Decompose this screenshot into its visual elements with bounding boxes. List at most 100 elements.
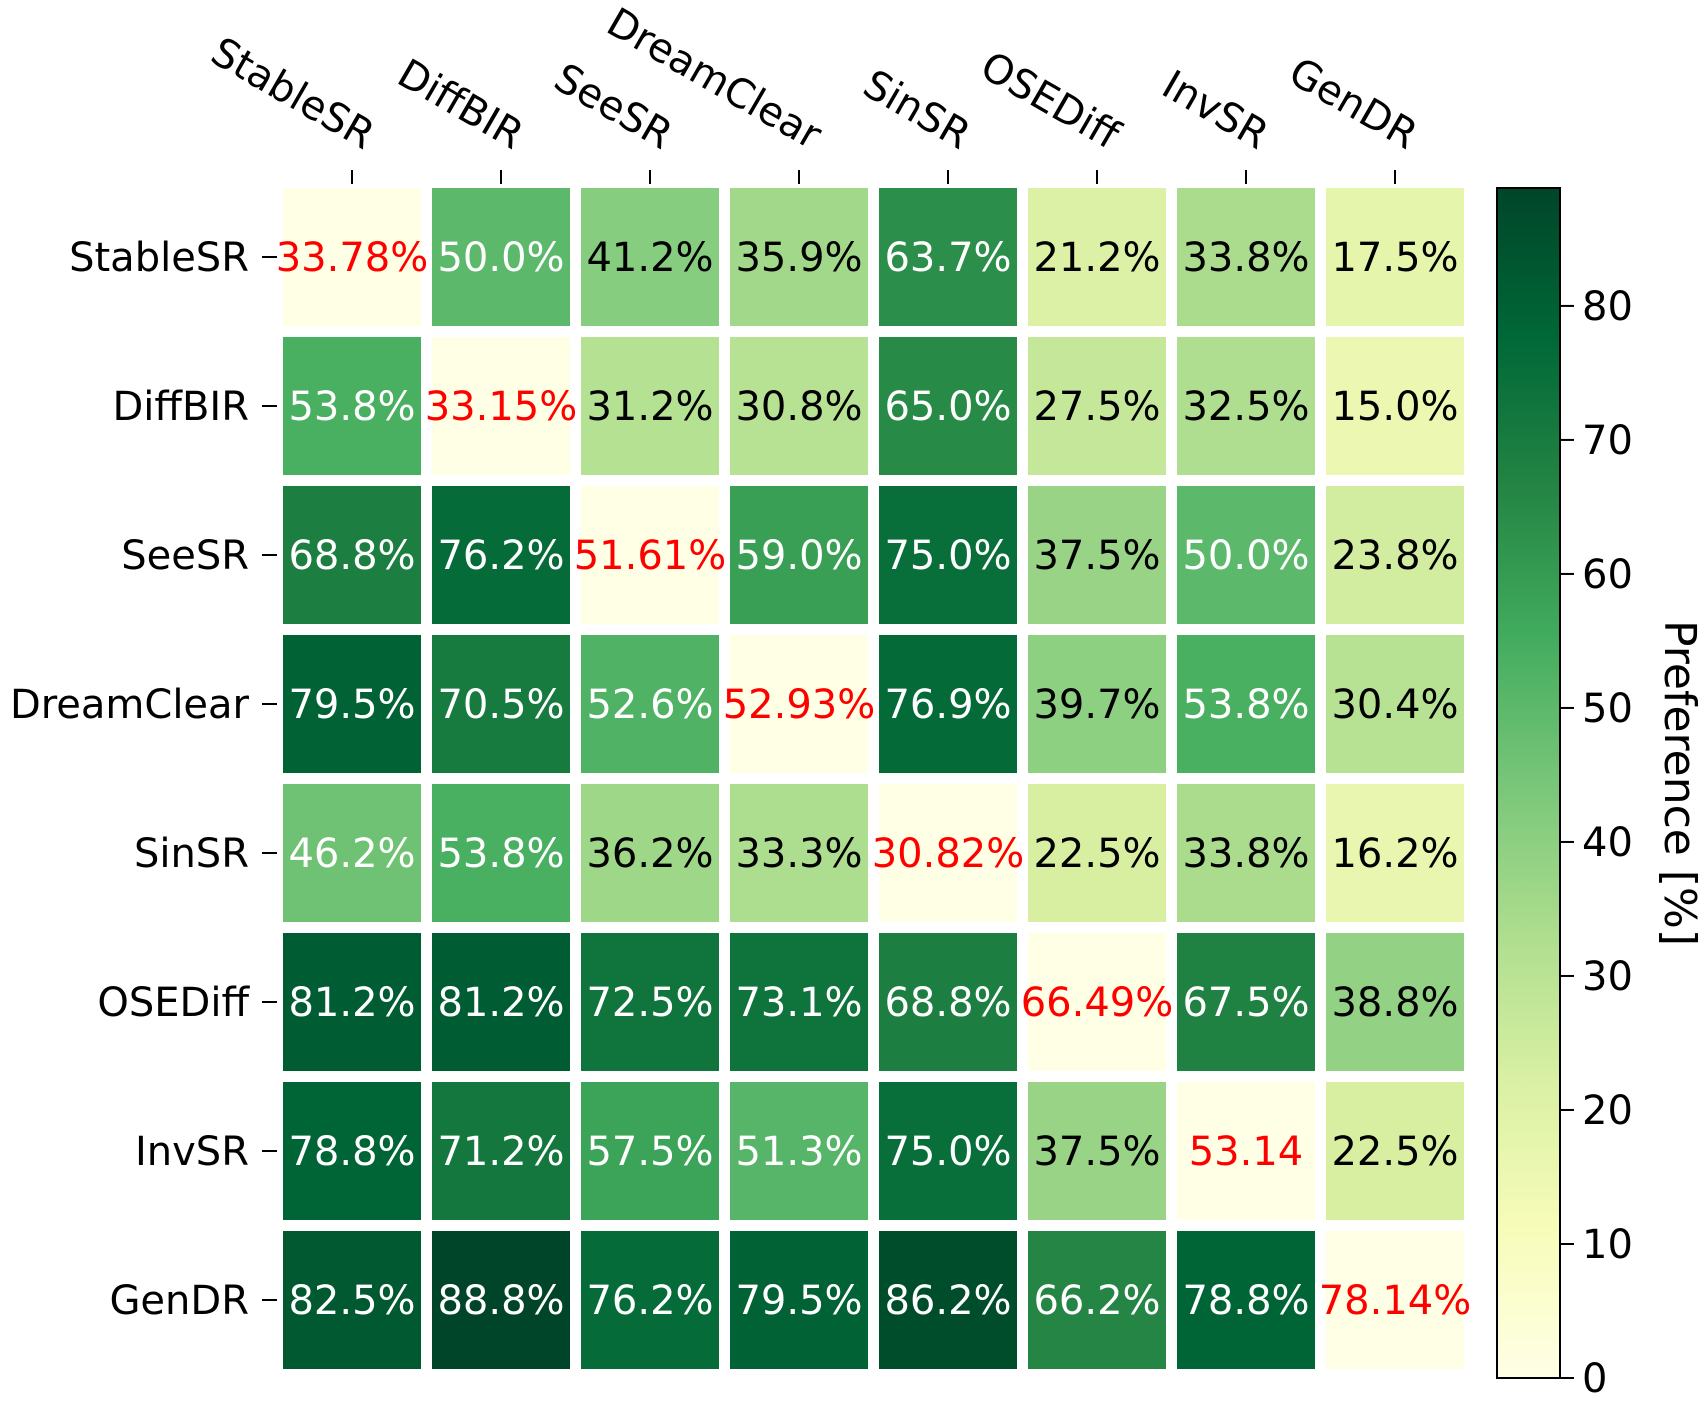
heatmap-cell-label-7-0: 82.5% (288, 1278, 415, 1324)
colorbar-gradient (1496, 187, 1561, 1379)
heatmap-cell-5-4 (879, 933, 1017, 1071)
heatmap-cell-label-0-4: 63.7% (884, 235, 1011, 281)
heatmap-cell-4-0 (283, 784, 421, 922)
colorbar-tick-label-7: 70 (1582, 418, 1633, 464)
x-tick-label-4: SinSR (855, 61, 978, 158)
heatmap-cell-3-4 (879, 635, 1017, 773)
heatmap-cell-label-0-3: 35.9% (735, 235, 862, 281)
heatmap-cell-2-3 (730, 486, 868, 624)
heatmap-cell-label-3-1: 70.5% (437, 682, 564, 728)
heatmap-cell-1-0 (283, 337, 421, 475)
colorbar-label: Preference [%] (1654, 620, 1703, 946)
heatmap-cell-label-2-7: 23.8% (1331, 533, 1458, 579)
heatmap-cell-label-4-4: 30.82% (872, 831, 1025, 877)
heatmap-cell-3-7 (1326, 635, 1464, 773)
colorbar-tick-label-2: 20 (1582, 1088, 1633, 1134)
heatmap-cell-7-4 (879, 1231, 1017, 1369)
heatmap-cell-label-4-6: 33.8% (1182, 831, 1309, 877)
heatmap-cell-2-4 (879, 486, 1017, 624)
y-tick-label-1: DiffBIR (112, 384, 249, 430)
heatmap-cell-label-7-4: 86.2% (884, 1278, 1011, 1324)
heatmap-cell-label-0-5: 21.2% (1033, 235, 1160, 281)
heatmap-cell-label-5-5: 66.49% (1021, 980, 1174, 1026)
heatmap-cell-7-6 (1177, 1231, 1315, 1369)
heatmap-cell-label-5-0: 81.2% (288, 980, 415, 1026)
heatmap-cell-2-6 (1177, 486, 1315, 624)
heatmap-cell-6-6 (1177, 1082, 1315, 1220)
heatmap-cell-7-7 (1326, 1231, 1464, 1369)
heatmap-cell-labels: 33.78% 50.0% 41.2% 35.9% 63.7% 21.2% 33.8% 17.5… (276, 235, 1472, 1324)
heatmap-cell-6-3 (730, 1082, 868, 1220)
y-axis: StableSR DiffBIR SeeSR DreamClear SinSR OSEDi… (10, 235, 277, 1324)
heatmap-cell-label-2-0: 68.8% (288, 533, 415, 579)
heatmap-cell-3-5 (1028, 635, 1166, 773)
heatmap-cell-7-5 (1028, 1231, 1166, 1369)
heatmap-cell-label-4-7: 16.2% (1331, 831, 1458, 877)
heatmap-cell-1-3 (730, 337, 868, 475)
heatmap-cell-label-1-0: 53.8% (288, 384, 415, 430)
heatmap-cell-label-3-3: 52.93% (723, 682, 876, 728)
heatmap-cell-label-2-5: 37.5% (1033, 533, 1160, 579)
heatmap-cell-label-1-4: 65.0% (884, 384, 1011, 430)
heatmap-cell-5-5 (1028, 933, 1166, 1071)
heatmap-cell-label-4-0: 46.2% (288, 831, 415, 877)
colorbar-tick-label-3: 30 (1582, 954, 1633, 1000)
heatmap-cell-5-2 (581, 933, 719, 1071)
y-tick-label-7: GenDR (109, 1278, 249, 1324)
y-tick-label-0: StableSR (69, 235, 249, 281)
heatmap-cell-6-5 (1028, 1082, 1166, 1220)
heatmap-cell-label-6-7: 22.5% (1331, 1129, 1458, 1175)
heatmap-cell-1-7 (1326, 337, 1464, 475)
heatmap-cell-label-5-6: 67.5% (1182, 980, 1309, 1026)
y-tick-label-5: OSEDiff (97, 980, 250, 1026)
heatmap-cell-label-1-5: 27.5% (1033, 384, 1160, 430)
heatmap-cell-1-2 (581, 337, 719, 475)
heatmap-cell-label-7-2: 76.2% (586, 1278, 713, 1324)
heatmap-cell-2-0 (283, 486, 421, 624)
heatmap-cell-label-3-2: 52.6% (586, 682, 713, 728)
heatmap-cell-0-5 (1028, 188, 1166, 326)
heatmap-cell-label-5-3: 73.1% (735, 980, 862, 1026)
heatmap-cell-7-2 (581, 1231, 719, 1369)
heatmap-cell-2-7 (1326, 486, 1464, 624)
heatmap-cell-label-0-2: 41.2% (586, 235, 713, 281)
x-tick-label-7: GenDR (1281, 49, 1425, 159)
heatmap-cell-1-5 (1028, 337, 1166, 475)
heatmap-cell-0-6 (1177, 188, 1315, 326)
colorbar-tick-label-6: 60 (1582, 552, 1633, 598)
heatmap-cell-2-2 (581, 486, 719, 624)
heatmap-cell-6-1 (432, 1082, 570, 1220)
y-tick-label-3: DreamClear (10, 682, 250, 728)
heatmap-cell-4-2 (581, 784, 719, 922)
heatmap-cell-0-7 (1326, 188, 1464, 326)
heatmap-cell-label-3-5: 39.7% (1033, 682, 1160, 728)
colorbar-ticks: 0 10 20 30 40 50 60 70 80 (1560, 284, 1633, 1402)
heatmap-cell-label-6-5: 37.5% (1033, 1129, 1160, 1175)
heatmap-cell-label-2-4: 75.0% (884, 533, 1011, 579)
heatmap-cell-6-0 (283, 1082, 421, 1220)
heatmap-cell-label-1-1: 33.15% (425, 384, 578, 430)
heatmap-cell-4-5 (1028, 784, 1166, 922)
heatmap-cell-label-2-6: 50.0% (1182, 533, 1309, 579)
heatmap-cell-label-6-6: 53.14 (1189, 1129, 1304, 1175)
heatmap-cell-label-2-1: 76.2% (437, 533, 564, 579)
heatmap-cell-label-3-4: 76.9% (884, 682, 1011, 728)
heatmap-cell-6-4 (879, 1082, 1017, 1220)
heatmap-cell-label-7-5: 66.2% (1033, 1278, 1160, 1324)
x-tick-label-1: DiffBIR (390, 51, 531, 159)
heatmap-cell-6-2 (581, 1082, 719, 1220)
heatmap-cell-label-7-7: 78.14% (1319, 1278, 1472, 1324)
heatmap-cell-label-6-4: 75.0% (884, 1129, 1011, 1175)
heatmap-cell-4-3 (730, 784, 868, 922)
heatmap-cell-label-7-1: 88.8% (437, 1278, 564, 1324)
heatmap-cell-0-3 (730, 188, 868, 326)
heatmap-cell-5-0 (283, 933, 421, 1071)
heatmap-cell-label-2-2: 51.61% (574, 533, 727, 579)
colorbar-tick-label-4: 40 (1582, 820, 1633, 866)
heatmap-cell-label-5-7: 38.8% (1331, 980, 1458, 1026)
heatmap-cell-3-0 (283, 635, 421, 773)
heatmap-cell-5-1 (432, 933, 570, 1071)
heatmap-cell-label-1-3: 30.8% (735, 384, 862, 430)
heatmap-cell-7-3 (730, 1231, 868, 1369)
